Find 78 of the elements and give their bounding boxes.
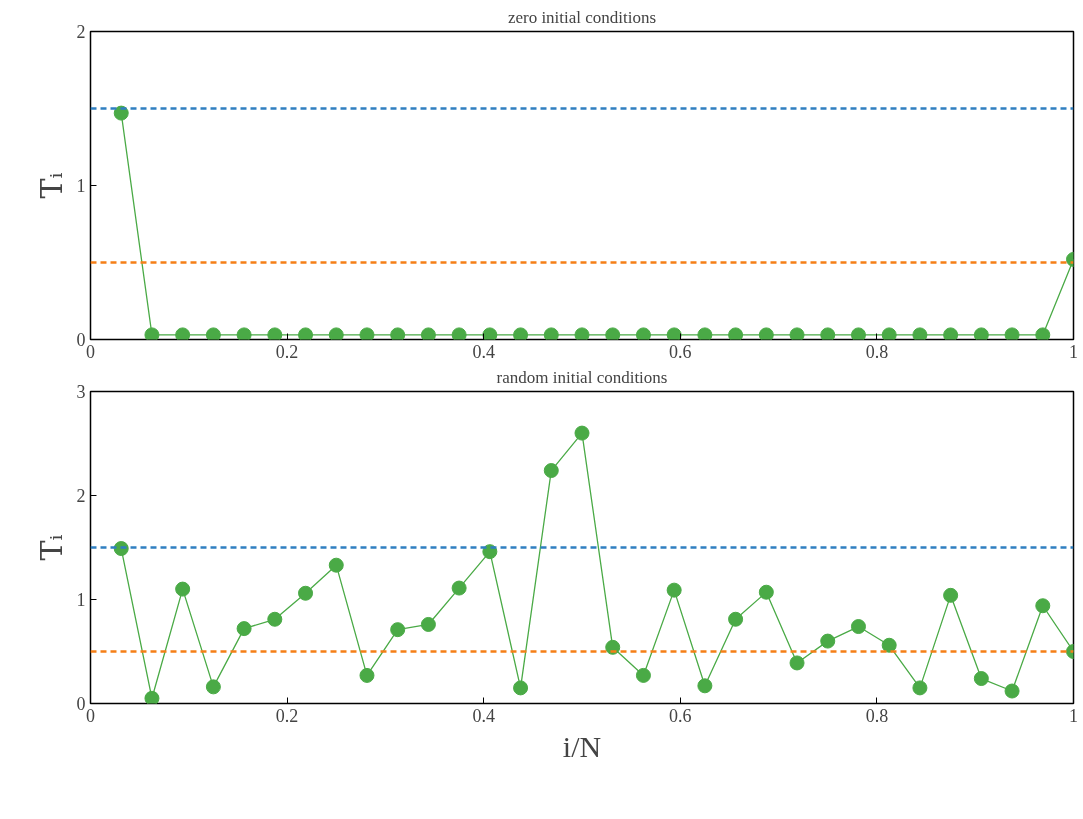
point <box>574 327 590 340</box>
point <box>236 621 252 637</box>
y-tick-label: 1 <box>76 176 86 196</box>
point <box>1004 683 1020 699</box>
x-tick-label: 1 <box>1069 341 1078 362</box>
point <box>390 327 406 340</box>
point <box>820 633 836 649</box>
point <box>543 327 559 340</box>
point <box>205 679 221 695</box>
point <box>943 587 959 603</box>
point <box>850 327 866 340</box>
point <box>635 667 651 683</box>
point <box>605 327 621 340</box>
point <box>881 637 897 653</box>
point <box>1004 327 1020 340</box>
point <box>513 680 529 696</box>
point <box>881 327 897 340</box>
point <box>666 582 682 598</box>
point <box>420 327 436 340</box>
x-tick-label: 0.6 <box>669 341 692 362</box>
point <box>359 327 375 340</box>
point <box>175 581 191 597</box>
point <box>205 327 221 340</box>
x-tick-label: 0.4 <box>472 705 495 726</box>
x-tick-label: 0.8 <box>865 705 889 726</box>
point <box>328 557 344 573</box>
point <box>267 611 283 627</box>
point <box>973 327 989 340</box>
point <box>973 671 989 687</box>
point <box>943 327 959 340</box>
point <box>1035 598 1051 614</box>
point <box>236 327 252 340</box>
point <box>635 327 651 340</box>
point <box>328 327 344 340</box>
x-tick-label: 0.2 <box>275 705 299 726</box>
x-tick-label: 0.6 <box>669 705 692 726</box>
point <box>789 655 805 671</box>
point <box>359 667 375 683</box>
point <box>543 463 559 479</box>
x-tick-label: 0.8 <box>865 341 889 362</box>
y-tick-label: 3 <box>76 382 86 402</box>
point <box>420 616 436 632</box>
x-tick-label: 1 <box>1069 705 1078 726</box>
point <box>728 327 744 340</box>
y-tick-label: 2 <box>76 22 86 42</box>
point <box>298 327 314 340</box>
point <box>298 585 314 601</box>
x-tick-label: 0.2 <box>275 341 299 362</box>
point <box>144 327 160 340</box>
point <box>1035 327 1051 340</box>
point <box>267 327 283 340</box>
point <box>390 622 406 638</box>
point <box>850 619 866 635</box>
point <box>482 327 498 340</box>
x-tick-label: 0.4 <box>472 341 495 362</box>
point <box>728 611 744 627</box>
y-axis-title: Tᵢ <box>33 534 69 561</box>
point <box>758 584 774 600</box>
point <box>912 680 928 696</box>
x-axis-title: i/N <box>562 729 602 763</box>
chart-title: random initial conditions <box>496 367 668 387</box>
point <box>451 580 467 596</box>
y-tick-label: 1 <box>76 590 86 610</box>
point <box>144 690 160 704</box>
point <box>820 327 836 340</box>
point <box>789 327 805 340</box>
point <box>697 327 713 340</box>
chart-title: zero initial conditions <box>507 7 657 27</box>
point <box>697 678 713 694</box>
point <box>758 327 774 340</box>
y-tick-label: 2 <box>76 486 86 506</box>
point <box>912 327 928 340</box>
point <box>574 425 590 441</box>
point <box>666 327 682 340</box>
point <box>513 327 529 340</box>
point <box>451 327 467 340</box>
point <box>175 327 191 340</box>
y-axis-title: Tᵢ <box>33 172 69 199</box>
